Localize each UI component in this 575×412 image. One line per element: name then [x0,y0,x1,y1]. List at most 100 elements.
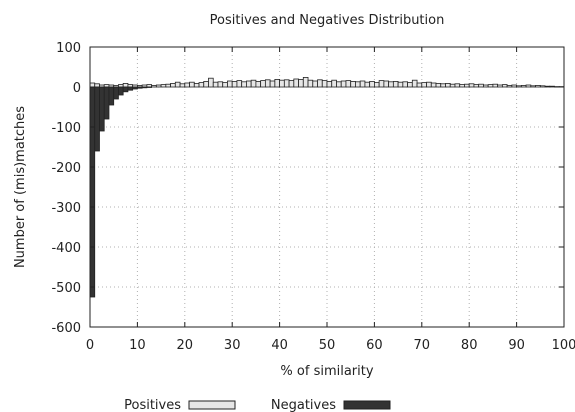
positives-bar [454,83,461,88]
positives-bar [298,79,304,88]
positives-bar [255,81,262,88]
axis-ticks [89,46,565,328]
positives-bar [231,81,238,88]
positives-bar [227,80,233,88]
positives-bar [264,79,271,88]
positives-bar [160,84,167,88]
positives-bar [122,83,129,88]
positives-bar [236,80,243,88]
positives-bar [350,81,356,88]
positives-bar [179,83,186,88]
y-tick-labels: 100 0 -100 -200 -300 -400 -500 -600 [51,41,81,336]
positives-bar [369,81,375,88]
x-tick-label: 60 [366,338,383,353]
positives-bars [89,77,565,88]
positives-bar [269,80,276,88]
negatives-bars [89,86,153,298]
x-tick-label: 90 [508,338,525,353]
positives-bar [246,80,252,88]
positives-bar [355,81,361,88]
positives-bar [468,83,475,88]
positives-bar [445,83,451,88]
y-tick-label: -300 [51,201,81,216]
positives-bar [189,81,195,88]
positives-bar [378,80,385,88]
positives-bar [530,85,536,88]
positives-bar [331,79,337,88]
negatives-bar [127,86,134,91]
positives-bar [217,81,224,88]
y-tick-label: 0 [73,81,81,96]
positives-bar [203,81,209,88]
positives-bar [492,83,499,88]
positives-bar [151,85,157,88]
x-tick-label: 0 [86,338,94,353]
legend-label-positives: Positives [124,398,181,412]
positives-bar [326,81,333,88]
positives-bar [336,81,342,88]
positives-bar [184,82,190,88]
positives-bar [241,81,247,88]
x-axis-title: % of similarity [280,364,373,379]
positives-bar [283,79,290,88]
positives-bar [478,83,484,88]
positives-bar [459,84,465,88]
positives-bar [373,82,380,88]
x-tick-label: 10 [129,338,146,353]
x-tick-label: 20 [177,338,194,353]
y-tick-label: -400 [51,241,81,256]
positives-bar [307,79,314,88]
negatives-bar [103,86,110,120]
positives-bar [193,83,200,88]
positives-bar [416,82,423,88]
x-tick-label: 30 [224,338,241,353]
positives-bar [483,84,489,88]
positives-bar [388,81,394,88]
positives-bar [497,84,503,88]
positives-bar [208,77,214,88]
positives-bar [293,78,299,88]
positives-bar [155,84,162,88]
positives-bar [340,80,347,88]
positives-bar [321,80,328,88]
positives-bar [364,81,371,88]
positives-bar [430,82,437,88]
positives-bar [198,82,205,88]
x-tick-label: 80 [461,338,478,353]
positives-bar [170,83,176,88]
y-tick-label: -100 [51,121,81,136]
positives-bar [549,85,555,88]
positives-bar [165,83,171,88]
positives-bar [473,84,480,88]
legend-swatch-positives [188,400,236,410]
positives-bar [288,80,295,88]
legend-swatch-negatives [343,400,391,410]
legend: Positives Negatives [124,398,391,412]
positives-bar [520,85,527,88]
positives-bar [383,80,390,88]
positives-bar [411,79,418,88]
positives-bar [464,83,470,88]
positives-bar [279,79,285,88]
positives-bar [525,84,532,88]
negatives-bar [118,86,124,96]
positives-bar [554,86,560,88]
positives-bar [426,81,432,88]
negatives-bar [122,86,129,93]
x-tick-label: 40 [271,338,288,353]
legend-label-negatives: Negatives [271,398,336,412]
positives-bar [317,79,323,88]
chart-title: Positives and Negatives Distribution [210,13,445,28]
positives-bar [421,82,427,88]
positives-bar [449,83,456,88]
positives-bar [274,79,280,88]
positives-bar [359,80,366,88]
negatives-bar [89,86,96,298]
positives-bar [501,84,508,88]
negatives-bar [108,86,115,106]
positives-bar [302,77,309,88]
positives-bar [312,80,318,88]
positives-bar [511,84,517,88]
x-tick-label: 100 [552,338,575,353]
positives-bar [487,84,494,88]
